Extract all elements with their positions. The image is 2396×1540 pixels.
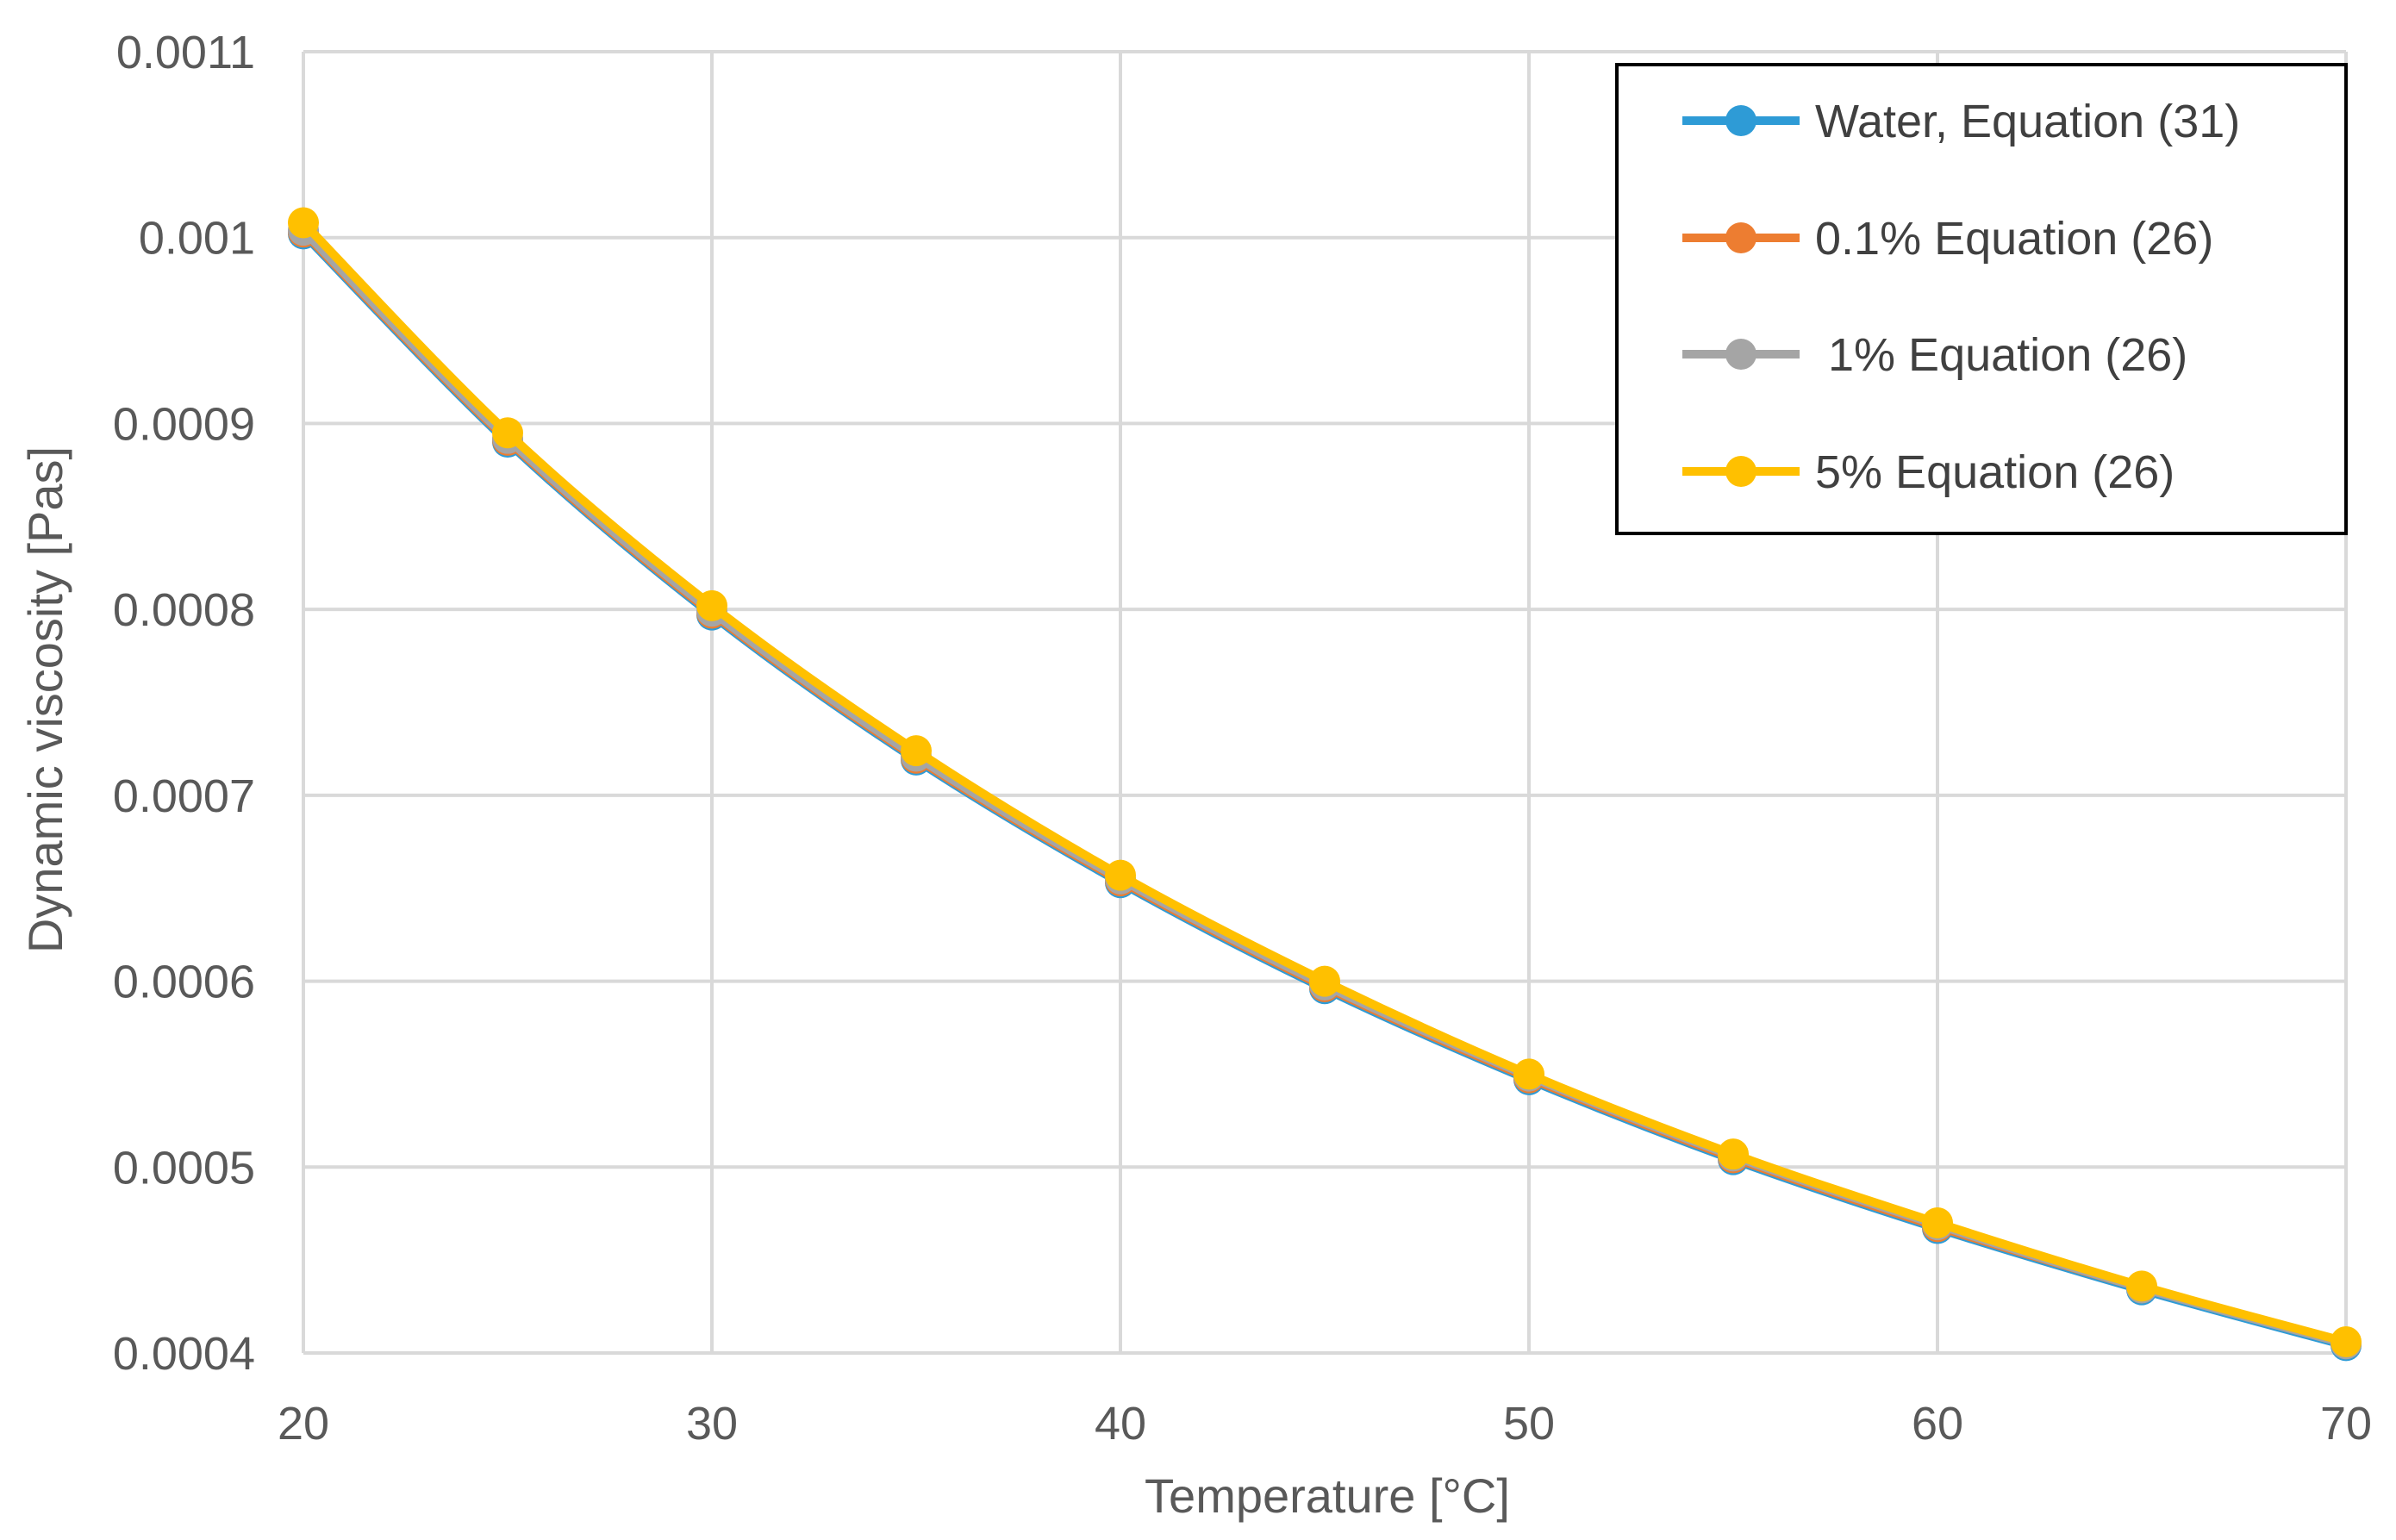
data-point bbox=[2126, 1270, 2157, 1302]
y-tick-label: 0.0007 bbox=[113, 770, 255, 822]
legend-item: 1% Equation (26) bbox=[1682, 329, 2187, 381]
y-tick-label: 0.0011 bbox=[116, 27, 255, 78]
y-tick-label: 0.0005 bbox=[113, 1142, 255, 1194]
data-point bbox=[1513, 1058, 1544, 1090]
legend-label: 0.1% Equation (26) bbox=[1815, 213, 2213, 265]
legend-marker bbox=[1725, 456, 1756, 487]
x-tick-label: 60 bbox=[1912, 1398, 1963, 1450]
legend-marker bbox=[1725, 105, 1756, 136]
y-tick-label: 0.0006 bbox=[113, 957, 255, 1008]
x-tick-label: 70 bbox=[2320, 1398, 2372, 1450]
x-axis-title: Temperature [°C] bbox=[1145, 1468, 1510, 1523]
series-line bbox=[300, 219, 2348, 1346]
data-point bbox=[696, 589, 727, 621]
data-point bbox=[901, 735, 932, 767]
series-4 bbox=[288, 207, 2362, 1358]
y-axis-tick-labels: 0.0004 0.0005 0.0006 0.0007 0.0008 0.0009 0.00… bbox=[113, 27, 255, 1380]
legend-marker bbox=[1725, 339, 1756, 370]
legend-item: Water, Equation (31) bbox=[1682, 96, 2240, 147]
data-point bbox=[1309, 965, 1340, 997]
legend: Water, Equation (31) 0.1% Equation (26) 1… bbox=[1615, 63, 2348, 535]
x-axis-tick-labels: 20 30 40 50 60 70 bbox=[278, 1398, 2372, 1450]
data-point bbox=[1105, 859, 1136, 891]
data-point bbox=[1922, 1207, 1953, 1238]
legend-label: 1% Equation (26) bbox=[1815, 329, 2187, 381]
legend-box bbox=[1615, 63, 2348, 535]
legend-label: 5% Equation (26) bbox=[1815, 446, 2174, 498]
legend-item: 5% Equation (26) bbox=[1682, 446, 2174, 498]
legend-item: 0.1% Equation (26) bbox=[1682, 213, 2213, 265]
x-tick-label: 20 bbox=[278, 1398, 329, 1450]
x-tick-label: 50 bbox=[1503, 1398, 1555, 1450]
data-point bbox=[1718, 1138, 1749, 1170]
data-point bbox=[288, 207, 319, 239]
y-tick-label: 0.0008 bbox=[113, 584, 255, 636]
legend-label: Water, Equation (31) bbox=[1815, 96, 2240, 147]
data-point bbox=[492, 417, 523, 449]
legend-marker bbox=[1725, 222, 1756, 253]
y-tick-label: 0.0004 bbox=[113, 1328, 255, 1380]
plot-series bbox=[288, 207, 2362, 1362]
x-tick-label: 40 bbox=[1095, 1398, 1146, 1450]
y-axis-title: Dynamic viscosity [Pas] bbox=[18, 446, 72, 953]
y-tick-label: 0.001 bbox=[139, 213, 255, 265]
y-tick-label: 0.0009 bbox=[113, 398, 255, 450]
x-tick-label: 30 bbox=[686, 1398, 738, 1450]
data-point bbox=[2330, 1326, 2362, 1358]
